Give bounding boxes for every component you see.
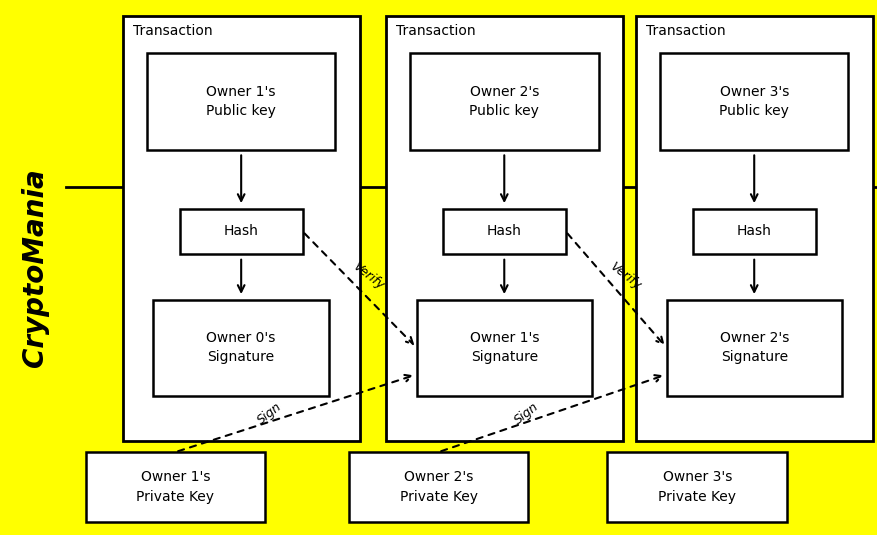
Text: Owner 2's
Signature: Owner 2's Signature	[719, 331, 789, 364]
Text: Owner 3's
Public key: Owner 3's Public key	[719, 85, 789, 118]
Text: Verify: Verify	[607, 260, 643, 292]
Text: Owner 2's
Private Key: Owner 2's Private Key	[400, 470, 477, 503]
Bar	[349, 452, 528, 522]
Bar	[636, 16, 873, 441]
Bar	[410, 54, 598, 150]
Text: Hash: Hash	[487, 224, 522, 239]
Text: Hash: Hash	[224, 224, 259, 239]
Text: Sign: Sign	[511, 400, 541, 427]
Text: Owner 1's
Private Key: Owner 1's Private Key	[137, 470, 214, 503]
Bar	[667, 300, 842, 396]
Bar	[123, 16, 360, 441]
Text: Transaction: Transaction	[396, 24, 476, 38]
Bar	[386, 16, 623, 441]
Bar	[660, 54, 848, 150]
Text: Transaction: Transaction	[133, 24, 213, 38]
Bar	[693, 209, 816, 254]
Text: Owner 0's
Signature: Owner 0's Signature	[206, 331, 276, 364]
Text: Hash: Hash	[737, 224, 772, 239]
Bar	[153, 300, 329, 396]
Text: Sign: Sign	[255, 400, 284, 427]
Text: Owner 1's
Public key: Owner 1's Public key	[206, 85, 276, 118]
Bar	[86, 452, 266, 522]
Text: Verify: Verify	[350, 260, 387, 292]
Bar	[147, 54, 336, 150]
Bar	[443, 209, 566, 254]
Text: Owner 1's
Signature: Owner 1's Signature	[469, 331, 539, 364]
Text: Owner 3's
Private Key: Owner 3's Private Key	[659, 470, 736, 503]
Bar	[417, 300, 592, 396]
Text: Owner 2's
Public key: Owner 2's Public key	[469, 85, 539, 118]
Bar	[180, 209, 303, 254]
Bar	[607, 452, 788, 522]
Text: Transaction: Transaction	[646, 24, 726, 38]
Text: CryptoMania: CryptoMania	[21, 168, 49, 367]
